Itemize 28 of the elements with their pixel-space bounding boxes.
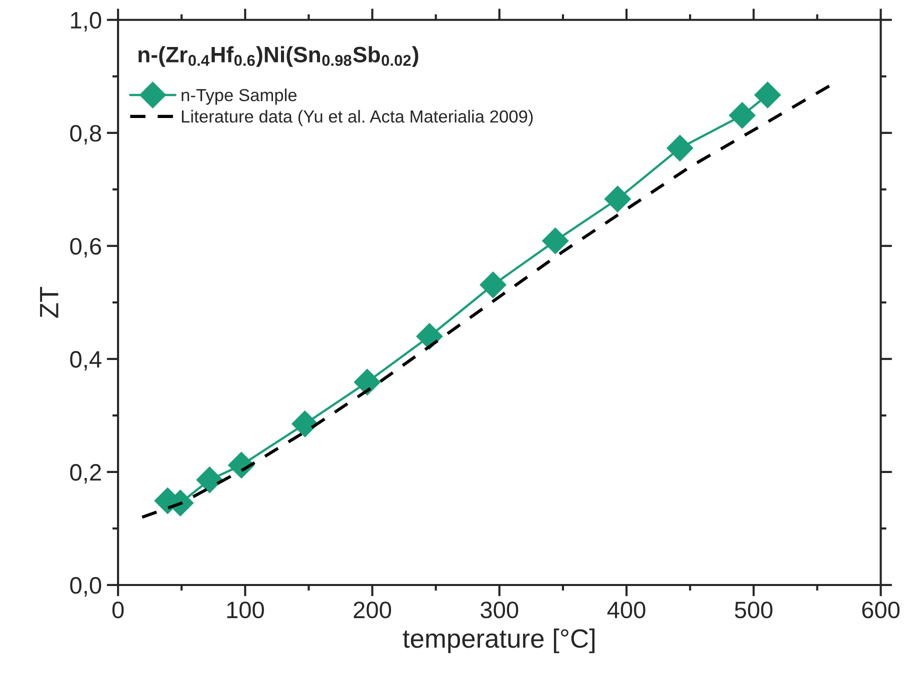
legend-label: n-Type Sample <box>182 88 297 105</box>
point <box>416 323 443 350</box>
point <box>196 466 223 494</box>
point <box>292 410 318 438</box>
x-axis-title: temperature [°C] <box>402 628 594 654</box>
point <box>542 228 569 254</box>
x-tick-label: 400 <box>607 602 646 618</box>
point <box>728 102 756 129</box>
x-tick-label: 600 <box>862 602 900 618</box>
point <box>354 368 380 396</box>
point <box>666 134 694 162</box>
chart-title: n-(Zr$_{0.4}$Hf$_{0.6}$)Ni(Sn$_{0.98}$Sb$_{0.02}$) <box>138 46 418 67</box>
point <box>754 82 781 108</box>
x-tick-label: 200 <box>354 602 392 618</box>
x-tick-label: 100 <box>227 602 264 618</box>
x-tick-label: 300 <box>480 602 518 618</box>
point <box>480 272 506 298</box>
legend-label: Literature data (Yu et al. Acta Materialia 2009) <box>182 110 533 126</box>
y-tick-label: 0,0 <box>70 577 102 597</box>
y-axis-title: ZT <box>40 286 58 318</box>
y-tick-label: 0,8 <box>70 124 102 144</box>
y-tick-label: 0,2 <box>70 464 101 484</box>
point <box>604 186 631 212</box>
x-tick-label: 500 <box>734 602 772 618</box>
y-tick-label: 0,6 <box>70 238 102 258</box>
x-tick-label: 0 <box>112 602 124 618</box>
y-tick-label: 0,4 <box>70 351 102 371</box>
y-tick-label: 1,0 <box>71 12 102 32</box>
